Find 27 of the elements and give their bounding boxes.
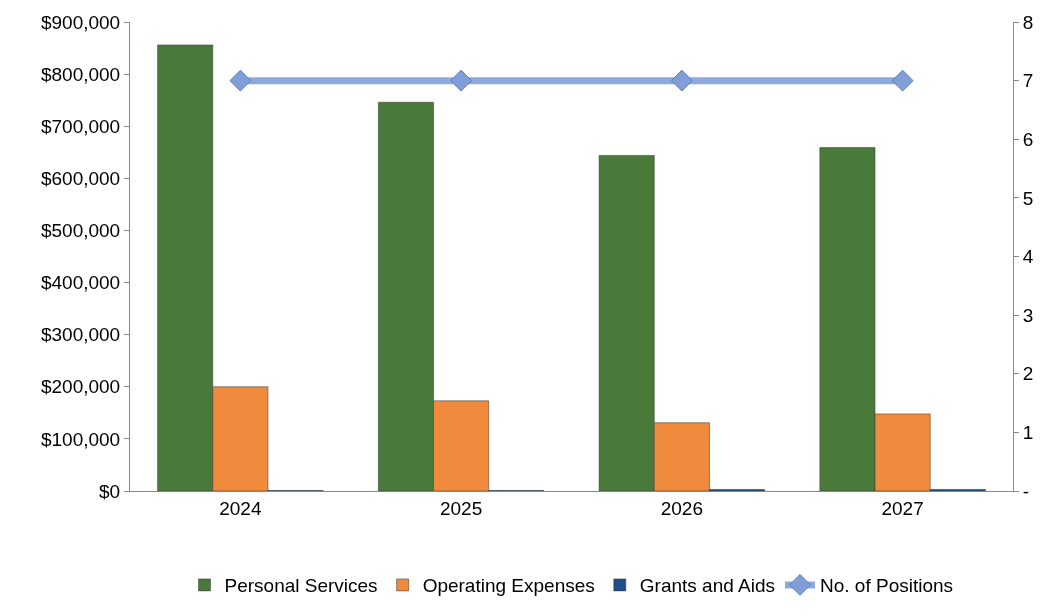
y2-tick-label: - [1022,480,1030,502]
x-tick-label: 2027 [881,497,924,519]
x-tick-label: 2024 [219,497,262,519]
legend-label: Personal Services [224,575,378,597]
y-tick-label: $100,000 [40,428,121,450]
y-tick-label: $300,000 [40,324,121,346]
y2-tick-label: 7 [1022,70,1034,92]
y-tick-label: $600,000 [40,167,121,189]
legend-label: Grants and Aids [639,575,775,597]
y2-tick-label: 2 [1022,363,1034,385]
y-tick-label: $200,000 [40,376,121,398]
y-tick-label: $500,000 [40,220,121,242]
y2-tick-label: 6 [1022,128,1034,150]
y2-tick-label: 1 [1022,422,1034,444]
y-tick-label: $0 [99,480,121,502]
legend-label: Operating Expenses [422,575,595,597]
legend-label: No. of Positions [820,575,954,597]
y2-tick-label: 8 [1022,11,1034,33]
y2-tick-label: 3 [1022,304,1034,326]
x-tick-label: 2026 [660,497,704,519]
y2-tick-label: 4 [1022,246,1034,268]
x-tick-label: 2025 [439,497,483,519]
y2-tick-label: 5 [1022,187,1034,209]
y-tick-label: $800,000 [40,63,121,85]
y-tick-label: $400,000 [40,272,121,294]
y-tick-label: $700,000 [40,115,121,137]
y-tick-label: $900,000 [40,11,121,33]
